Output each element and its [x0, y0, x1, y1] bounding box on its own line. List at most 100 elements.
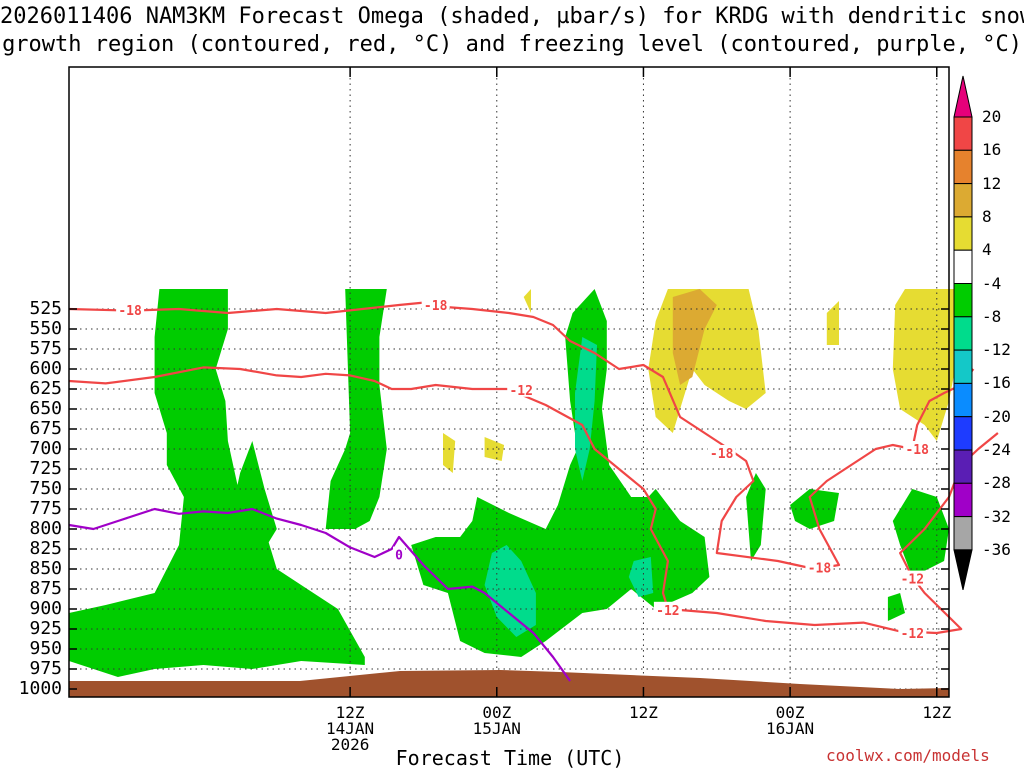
colorbar-segment	[953, 249, 973, 284]
colorbar-label: -20	[982, 406, 1011, 426]
colorbar-segment	[953, 516, 973, 551]
omega-region	[69, 289, 365, 677]
contour-line	[68, 366, 999, 635]
colorbar-label: -28	[982, 473, 1011, 493]
omega-region	[887, 593, 905, 621]
x-tick-label-line: 16JAN	[766, 719, 815, 738]
x-tick-label-line: 15JAN	[472, 719, 521, 738]
contour-labels: -18 -18 -18 -18 -18 -12 -12 -12 -12 0	[116, 297, 932, 642]
x-tick-label: 00Z 16JAN	[750, 705, 830, 737]
x-tick-label-line: 12Z	[922, 703, 952, 722]
omega-region	[484, 545, 536, 637]
omega-region	[790, 489, 839, 529]
omega-region	[672, 289, 717, 385]
plot-frame	[68, 66, 950, 698]
contour-label-bg	[707, 445, 736, 460]
y-tick-label: 725	[29, 458, 62, 479]
colorbar-label: 16	[982, 140, 1002, 160]
x-tick-label-line: 00Z	[775, 703, 805, 722]
y-tick-label: 525	[29, 298, 62, 319]
colorbar-segment	[953, 382, 973, 418]
contour-label-bg	[507, 381, 536, 397]
y-tick-label: 950	[29, 638, 62, 659]
x-tick-label: 12Z 14JAN 2026	[310, 705, 390, 753]
y-tick-label: 925	[29, 618, 62, 639]
colorbar-bottom-triangle	[953, 549, 973, 591]
colorbar-segment	[953, 183, 973, 218]
colorbar-top-triangle	[953, 75, 973, 118]
contour-label-bg	[898, 570, 927, 586]
contour-label-bg	[898, 625, 927, 640]
x-tick-label-line: 14JAN	[326, 719, 375, 738]
y-tick-label: 975	[29, 658, 62, 679]
y-tick-label: 875	[29, 578, 62, 599]
y-tick-label: 700	[29, 438, 62, 459]
colorbar-label: -36	[982, 539, 1011, 559]
colorbar-label: 8	[982, 206, 992, 226]
contour-label: -18	[424, 299, 448, 314]
colorbar-segment	[953, 416, 973, 451]
chart-title-line-1: 2026011406 NAM3KM Forecast Omega (shaded…	[0, 4, 1024, 29]
contour-label: -12	[656, 604, 679, 619]
colorbar-segment	[953, 349, 973, 384]
y-tick-label: 675	[29, 418, 62, 439]
x-tick-label-line: 2026	[330, 735, 370, 754]
colorbar-segment	[953, 482, 973, 518]
contour-label-bg	[116, 301, 145, 317]
colorbar-segment	[953, 283, 973, 318]
y-tick-label: 775	[29, 498, 62, 519]
x-tick-label-line: 00Z	[482, 703, 512, 722]
x-tick-label: 12Z	[897, 705, 977, 721]
colorbar	[953, 75, 973, 591]
colorbar-label: 12	[982, 173, 1002, 193]
x-tick-label-line: 12Z	[335, 703, 365, 722]
omega-region	[892, 289, 962, 441]
colorbar-label: -24	[982, 440, 1011, 459]
contour-line	[68, 507, 571, 682]
y-tick-label: 600	[29, 358, 62, 379]
y-tick-label: 850	[29, 558, 62, 579]
colorbar-label: 20	[982, 107, 1002, 126]
colorbar-segment	[953, 149, 973, 185]
contour-label-bg	[393, 546, 405, 562]
colorbar-label: -8	[982, 306, 1002, 326]
omega-region	[443, 433, 456, 473]
omega-region	[227, 441, 277, 569]
x-tick-label: 00Z 15JAN	[457, 705, 537, 737]
y-tick-label: 575	[29, 338, 62, 359]
y-tick-label: 550	[29, 318, 62, 339]
x-axis-title: Forecast Time (UTC)	[395, 746, 625, 770]
omega-region	[628, 557, 654, 597]
colorbar-label: -4	[982, 273, 1002, 293]
colorbar-segment	[953, 316, 973, 351]
x-tick-label-line: 12Z	[628, 703, 658, 722]
y-tick-label: 750	[29, 478, 62, 499]
colorbar-segment	[953, 216, 973, 251]
y-tick-label: 825	[29, 538, 62, 559]
credit-text: coolwx.com/models	[826, 746, 990, 765]
x-tick-label: 12Z	[603, 705, 683, 721]
y-tick-label: 900	[29, 598, 62, 619]
colorbar-label: 4	[982, 240, 992, 260]
contour-label: -12	[509, 384, 532, 399]
chart-title-line-2: growth region (contoured, red, °C) and f…	[2, 32, 1022, 57]
contour-label: -18	[118, 304, 142, 319]
x-ticks	[349, 67, 938, 697]
omega-region	[523, 289, 531, 313]
omega-region	[746, 473, 766, 561]
terrain-ground	[69, 670, 949, 697]
contour-label: 0	[395, 549, 403, 564]
colorbar-segment	[953, 116, 973, 151]
colorbar-label: -16	[982, 373, 1011, 393]
contour-label-bg	[421, 297, 450, 312]
colorbar-label: -12	[982, 340, 1011, 360]
y-ticks	[69, 308, 949, 690]
colorbar-segment	[953, 449, 973, 484]
contour-label-bg	[653, 601, 682, 617]
colorbar-label: -32	[982, 506, 1011, 526]
omega-region	[484, 437, 505, 461]
contour-label-bg	[805, 559, 834, 575]
contour-label: -18	[905, 443, 929, 458]
y-tick-label: 1000	[18, 678, 62, 699]
